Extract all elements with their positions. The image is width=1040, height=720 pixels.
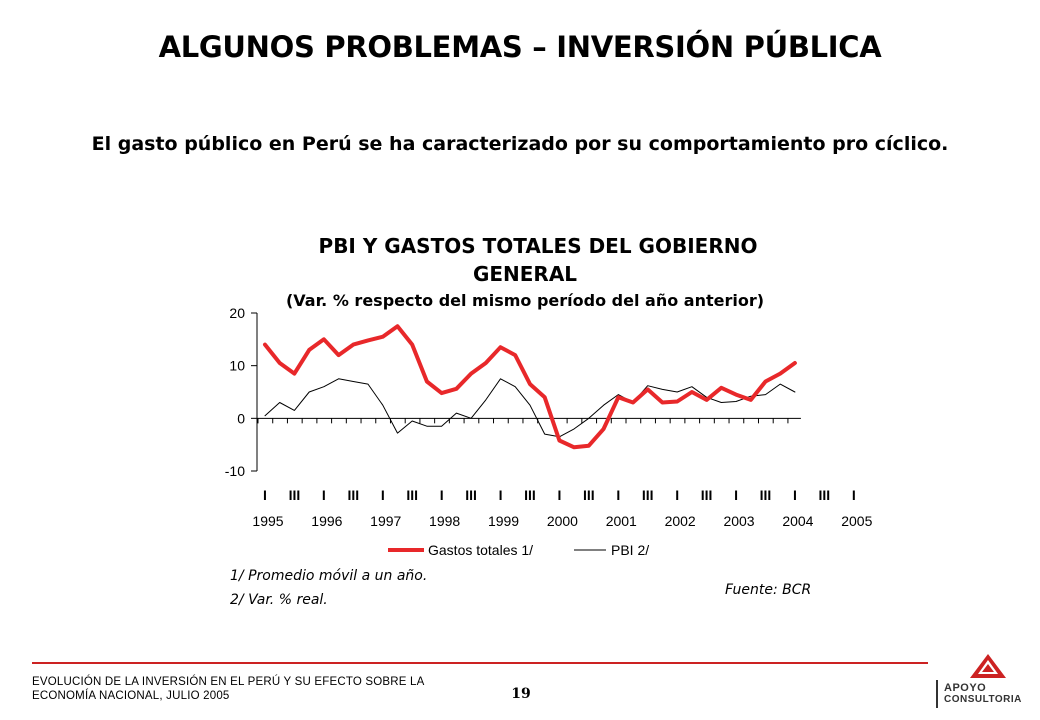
chart-title-line-2: GENERAL (473, 262, 577, 286)
logo-bar (936, 680, 938, 708)
page-subtitle: El gasto público en Perú se ha caracteri… (91, 133, 949, 155)
quarter-label: I (793, 487, 797, 503)
year-label: 1996 (311, 513, 342, 529)
quarter-label: III (289, 487, 301, 503)
legend-label-pbi: PBI 2/ (611, 542, 649, 558)
quarter-label: I (322, 487, 326, 503)
footer-text: EVOLUCIÓN DE LA INVERSIÓN EN EL PERÚ Y S… (32, 676, 424, 702)
apoyo-logo: APOYO CONSULTORIA (930, 652, 1030, 712)
chart-note-2: 2/ Var. % real. (230, 592, 328, 608)
year-label: 2001 (606, 513, 637, 529)
y-tick-label: 10 (229, 358, 245, 374)
logo-text-2: CONSULTORIA (944, 694, 1022, 705)
year-label: 1997 (370, 513, 401, 529)
chart-subtitle: (Var. % respecto del mismo período del a… (286, 291, 764, 310)
logo-text-1: APOYO (944, 682, 987, 694)
chart-note-1: 1/ Promedio móvil a un año. (230, 568, 427, 584)
quarter-label: I (557, 487, 561, 503)
quarter-label: III (760, 487, 772, 503)
year-label: 2004 (782, 513, 813, 529)
quarter-label: I (675, 487, 679, 503)
quarter-label: I (263, 487, 267, 503)
legend-label-gastos: Gastos totales 1/ (428, 542, 533, 558)
page-number: 19 (511, 686, 531, 702)
quarter-label: III (819, 487, 831, 503)
footer-divider (32, 662, 928, 664)
quarter-label: III (524, 487, 536, 503)
year-label: 2002 (665, 513, 696, 529)
quarter-label: III (465, 487, 477, 503)
quarter-label: III (583, 487, 595, 503)
y-tick-label: 0 (237, 410, 245, 426)
logo-mark-icon (970, 654, 1006, 678)
series-line-pbi (264, 378, 796, 438)
quarter-label: I (734, 487, 738, 503)
quarter-label: I (852, 487, 856, 503)
year-label: 1999 (488, 513, 519, 529)
quarter-label: III (642, 487, 654, 503)
y-tick-label: 20 (229, 305, 245, 321)
year-label: 2003 (723, 513, 754, 529)
year-label: 1995 (252, 513, 283, 529)
year-label: 2000 (547, 513, 578, 529)
quarter-label: I (440, 487, 444, 503)
chart-title-line-1: PBI Y GASTOS TOTALES DEL GOBIERNO (319, 234, 758, 258)
series-line-gastos (263, 324, 797, 450)
line-chart: PBI Y GASTOS TOTALES DEL GOBIERNO GENERA… (225, 234, 873, 608)
chart-source: Fuente: BCR (725, 582, 811, 598)
y-tick-label: -10 (225, 463, 245, 479)
quarter-label: I (616, 487, 620, 503)
page-title: ALGUNOS PROBLEMAS – INVERSIÓN PÚBLICA (158, 30, 882, 64)
quarter-label: III (347, 487, 359, 503)
year-label: 1998 (429, 513, 460, 529)
quarter-label: I (499, 487, 503, 503)
quarter-label: I (381, 487, 385, 503)
year-label: 2005 (841, 513, 872, 529)
quarter-label: III (701, 487, 713, 503)
quarter-label: III (406, 487, 418, 503)
